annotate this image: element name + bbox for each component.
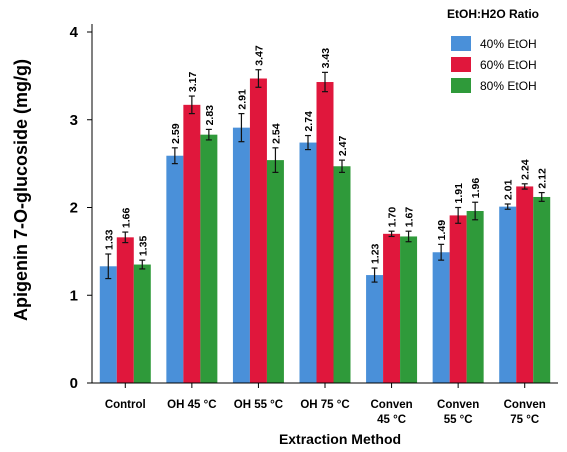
bar	[116, 237, 134, 383]
y-tick-label: 2	[70, 200, 78, 217]
bar	[316, 82, 334, 383]
data-label: 2.24	[520, 159, 532, 180]
data-label: 1.91	[453, 183, 465, 204]
legend-swatch	[451, 78, 471, 93]
x-tick-label: OH 45 °C	[167, 399, 216, 411]
data-label: 1.49	[436, 220, 448, 241]
bars-layer	[99, 78, 551, 384]
data-label: 3.17	[187, 71, 199, 92]
data-label: 2.59	[170, 123, 182, 144]
bar	[249, 78, 267, 383]
bar	[133, 264, 151, 383]
legend: EtOH:H2O Ratio 40% EtOH 60% EtOH 80% EtOH	[447, 7, 539, 93]
bar	[499, 206, 517, 383]
data-label: 2.01	[503, 179, 515, 200]
bar	[299, 142, 317, 383]
data-label: 2.47	[337, 136, 349, 157]
y-tick-label: 0	[70, 375, 78, 392]
x-tick-label: Conven 55 °C	[437, 399, 479, 426]
data-label: 1.35	[137, 236, 149, 257]
x-axis-label: Extraction Method	[279, 431, 401, 447]
data-labels-layer: 1.33 2.59 2.91 2.74 1.23 1.49 2.01 1.66 3.17 3.47…	[103, 45, 548, 264]
y-tick-label: 3	[70, 112, 78, 129]
error-bars-layer	[105, 69, 545, 283]
x-tick-label: OH 55 °C	[234, 399, 283, 411]
legend-swatch	[451, 36, 471, 51]
data-label: 1.96	[470, 178, 482, 199]
data-label: 2.83	[204, 105, 216, 126]
x-tick-label: OH 75 °C	[300, 399, 349, 411]
legend-label: 40% EtOH	[480, 37, 537, 51]
data-label: 1.66	[120, 207, 132, 228]
bar	[99, 266, 117, 383]
legend-label: 60% EtOH	[480, 58, 537, 72]
y-tick-label: 4	[70, 24, 79, 41]
bar	[266, 160, 284, 383]
bar	[333, 166, 351, 383]
axes-layer: 0 1 2 3 4 Control OH 45 °C OH 55 °C OH 75 °C Conv…	[70, 24, 558, 426]
data-label: 1.33	[103, 229, 115, 250]
legend-title: EtOH:H2O Ratio	[447, 7, 539, 21]
data-label: 1.70	[387, 207, 399, 228]
data-label: 1.67	[404, 207, 416, 228]
bar	[383, 233, 401, 383]
legend-swatch	[451, 57, 471, 72]
bar	[449, 215, 467, 383]
x-tick-label: Control	[105, 399, 146, 411]
bar	[516, 186, 534, 383]
bar	[466, 211, 484, 383]
bar	[366, 275, 384, 383]
data-label: 2.54	[270, 123, 282, 144]
y-tick-label: 1	[70, 287, 78, 304]
bar	[183, 104, 201, 384]
data-label: 3.43	[320, 48, 332, 69]
bar	[232, 127, 250, 384]
data-label: 1.23	[370, 243, 382, 264]
bar	[200, 134, 218, 383]
bar	[432, 252, 450, 383]
data-label: 3.47	[253, 45, 265, 66]
legend-label: 80% EtOH	[480, 79, 537, 93]
x-tick-label: Conven 45 °C	[370, 399, 412, 426]
bar	[400, 236, 418, 383]
bar	[166, 155, 184, 383]
data-label: 2.74	[303, 111, 315, 132]
data-label: 2.12	[537, 168, 549, 189]
y-axis-label: Apigenin 7-O-glucoside (mg/g)	[11, 59, 31, 321]
data-label: 2.91	[236, 89, 248, 110]
x-tick-label: Conven 75 °C	[504, 399, 546, 426]
bar	[533, 196, 551, 383]
